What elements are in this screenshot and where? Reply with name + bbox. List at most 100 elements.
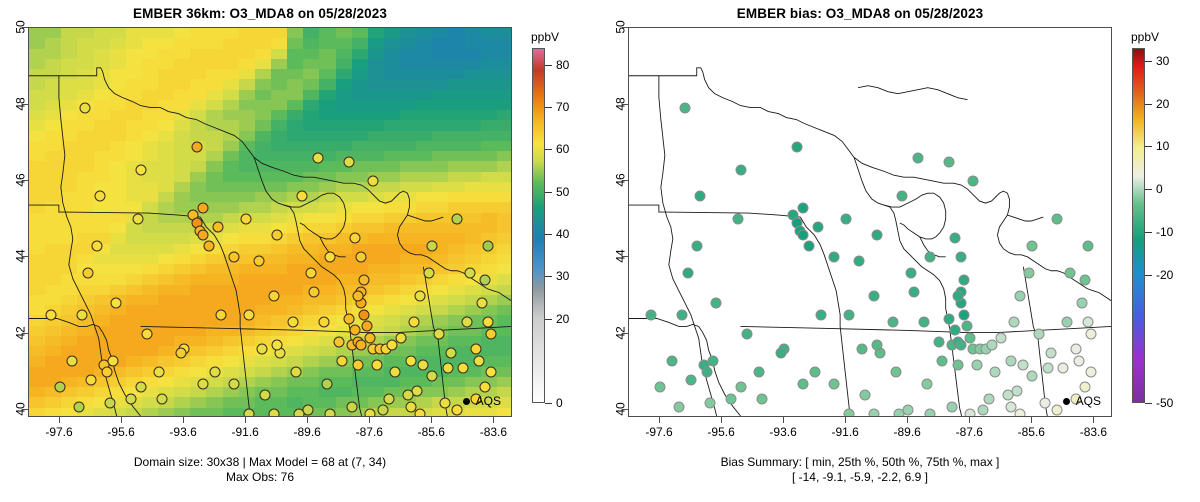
raster-cell — [141, 284, 159, 296]
raster-cell — [141, 397, 159, 409]
raster-cell — [287, 79, 304, 91]
bias-station-marker — [1005, 355, 1017, 367]
raster-cell — [432, 305, 450, 316]
raster-cell — [29, 161, 46, 173]
raster-cell — [383, 356, 401, 368]
obs-station-marker — [132, 213, 144, 225]
bias-station-marker — [1061, 316, 1072, 328]
raster-cell — [464, 130, 482, 142]
obs-station-marker — [209, 366, 221, 378]
bias-station-marker — [797, 378, 809, 390]
colorbar-tick — [545, 191, 552, 193]
raster-cell — [109, 274, 127, 286]
raster-cell — [432, 69, 450, 80]
raster-cell — [496, 28, 511, 39]
raster-cell — [222, 387, 240, 399]
obs-station-marker — [423, 267, 435, 279]
obs-station-marker — [395, 332, 407, 344]
raster-cell — [432, 181, 450, 193]
obs-station-marker — [336, 355, 348, 367]
raster-cell — [109, 315, 127, 327]
caption-bias-line2: [ -14, -9.1, -5.9, -2.2, 6.9 ] — [791, 470, 929, 484]
raster-cell — [174, 79, 191, 91]
raster-cell — [109, 284, 127, 296]
raster-cell — [319, 284, 337, 296]
raster-cell — [367, 315, 385, 327]
raster-cell — [448, 274, 466, 286]
bias-station-marker — [1045, 347, 1057, 359]
raster-cell — [93, 202, 111, 214]
obs-station-marker — [389, 366, 401, 378]
raster-cell — [238, 89, 256, 101]
raster-cell — [93, 99, 111, 111]
raster-cell — [254, 69, 272, 80]
raster-cell — [432, 48, 450, 60]
raster-cell — [303, 69, 320, 80]
raster-cell — [254, 243, 272, 255]
bias-station-marker — [645, 309, 657, 321]
raster-cell — [254, 48, 272, 60]
raster-cell — [496, 325, 511, 337]
raster-cell — [480, 69, 498, 80]
raster-cell — [29, 202, 46, 214]
raster-cell — [432, 233, 450, 245]
raster-cell — [432, 284, 450, 296]
colorbar-tick-label: 10 — [1156, 139, 1170, 154]
raster-cell — [367, 243, 385, 255]
raster-cell — [125, 181, 143, 193]
raster-cell — [367, 223, 385, 234]
y-tick — [622, 332, 628, 334]
y-tick-label: 50 — [13, 20, 27, 34]
colorbar-tick-label: 0 — [556, 396, 563, 410]
raster-cell — [238, 99, 256, 111]
raster-cell — [125, 407, 143, 416]
colorbar-tick-label: 30 — [556, 269, 570, 284]
raster-cell — [77, 243, 95, 255]
raster-cell — [174, 233, 191, 245]
obs-station-marker — [259, 389, 271, 401]
raster-cell — [400, 28, 417, 39]
obs-station-marker — [470, 343, 482, 355]
obs-station-marker — [66, 355, 78, 367]
raster-cell — [254, 130, 272, 142]
map-plot-model[interactable]: AQS — [28, 27, 512, 417]
map-plot-bias[interactable]: AQS — [628, 27, 1112, 417]
raster-cell — [448, 397, 466, 409]
raster-cell — [319, 110, 337, 121]
raster-cell — [400, 99, 417, 111]
raster-cell — [351, 397, 369, 409]
raster-cell — [416, 151, 433, 163]
obs-station-marker — [414, 408, 426, 416]
raster-cell — [222, 99, 240, 111]
raster-cell — [432, 243, 450, 255]
raster-cell — [238, 58, 256, 70]
obs-station-marker — [287, 316, 299, 328]
raster-cell — [496, 120, 511, 132]
raster-cell — [158, 325, 175, 337]
raster-cell — [319, 38, 337, 50]
raster-cell — [303, 130, 320, 142]
raster-cell — [190, 397, 208, 409]
raster-cell — [416, 110, 433, 121]
raster-cell — [93, 151, 111, 163]
raster-cell — [271, 110, 288, 121]
raster-cell — [400, 120, 417, 132]
raster-cell — [109, 253, 127, 265]
raster-cell — [206, 315, 224, 327]
raster-cell — [61, 89, 78, 101]
raster-cell — [77, 28, 95, 39]
raster-cell — [206, 356, 224, 368]
raster-cell — [158, 38, 175, 50]
raster-cell — [45, 202, 62, 214]
raster-cell — [158, 253, 175, 265]
raster-cell — [335, 120, 353, 132]
raster-cell — [109, 181, 127, 193]
raster-cell — [480, 120, 498, 132]
raster-cell — [93, 58, 111, 70]
raster-cell — [61, 69, 78, 80]
raster-cell — [93, 264, 111, 275]
raster-cell — [367, 274, 385, 286]
raster-cell — [303, 151, 320, 163]
raster-cell — [496, 171, 511, 183]
raster-cell — [158, 140, 175, 152]
